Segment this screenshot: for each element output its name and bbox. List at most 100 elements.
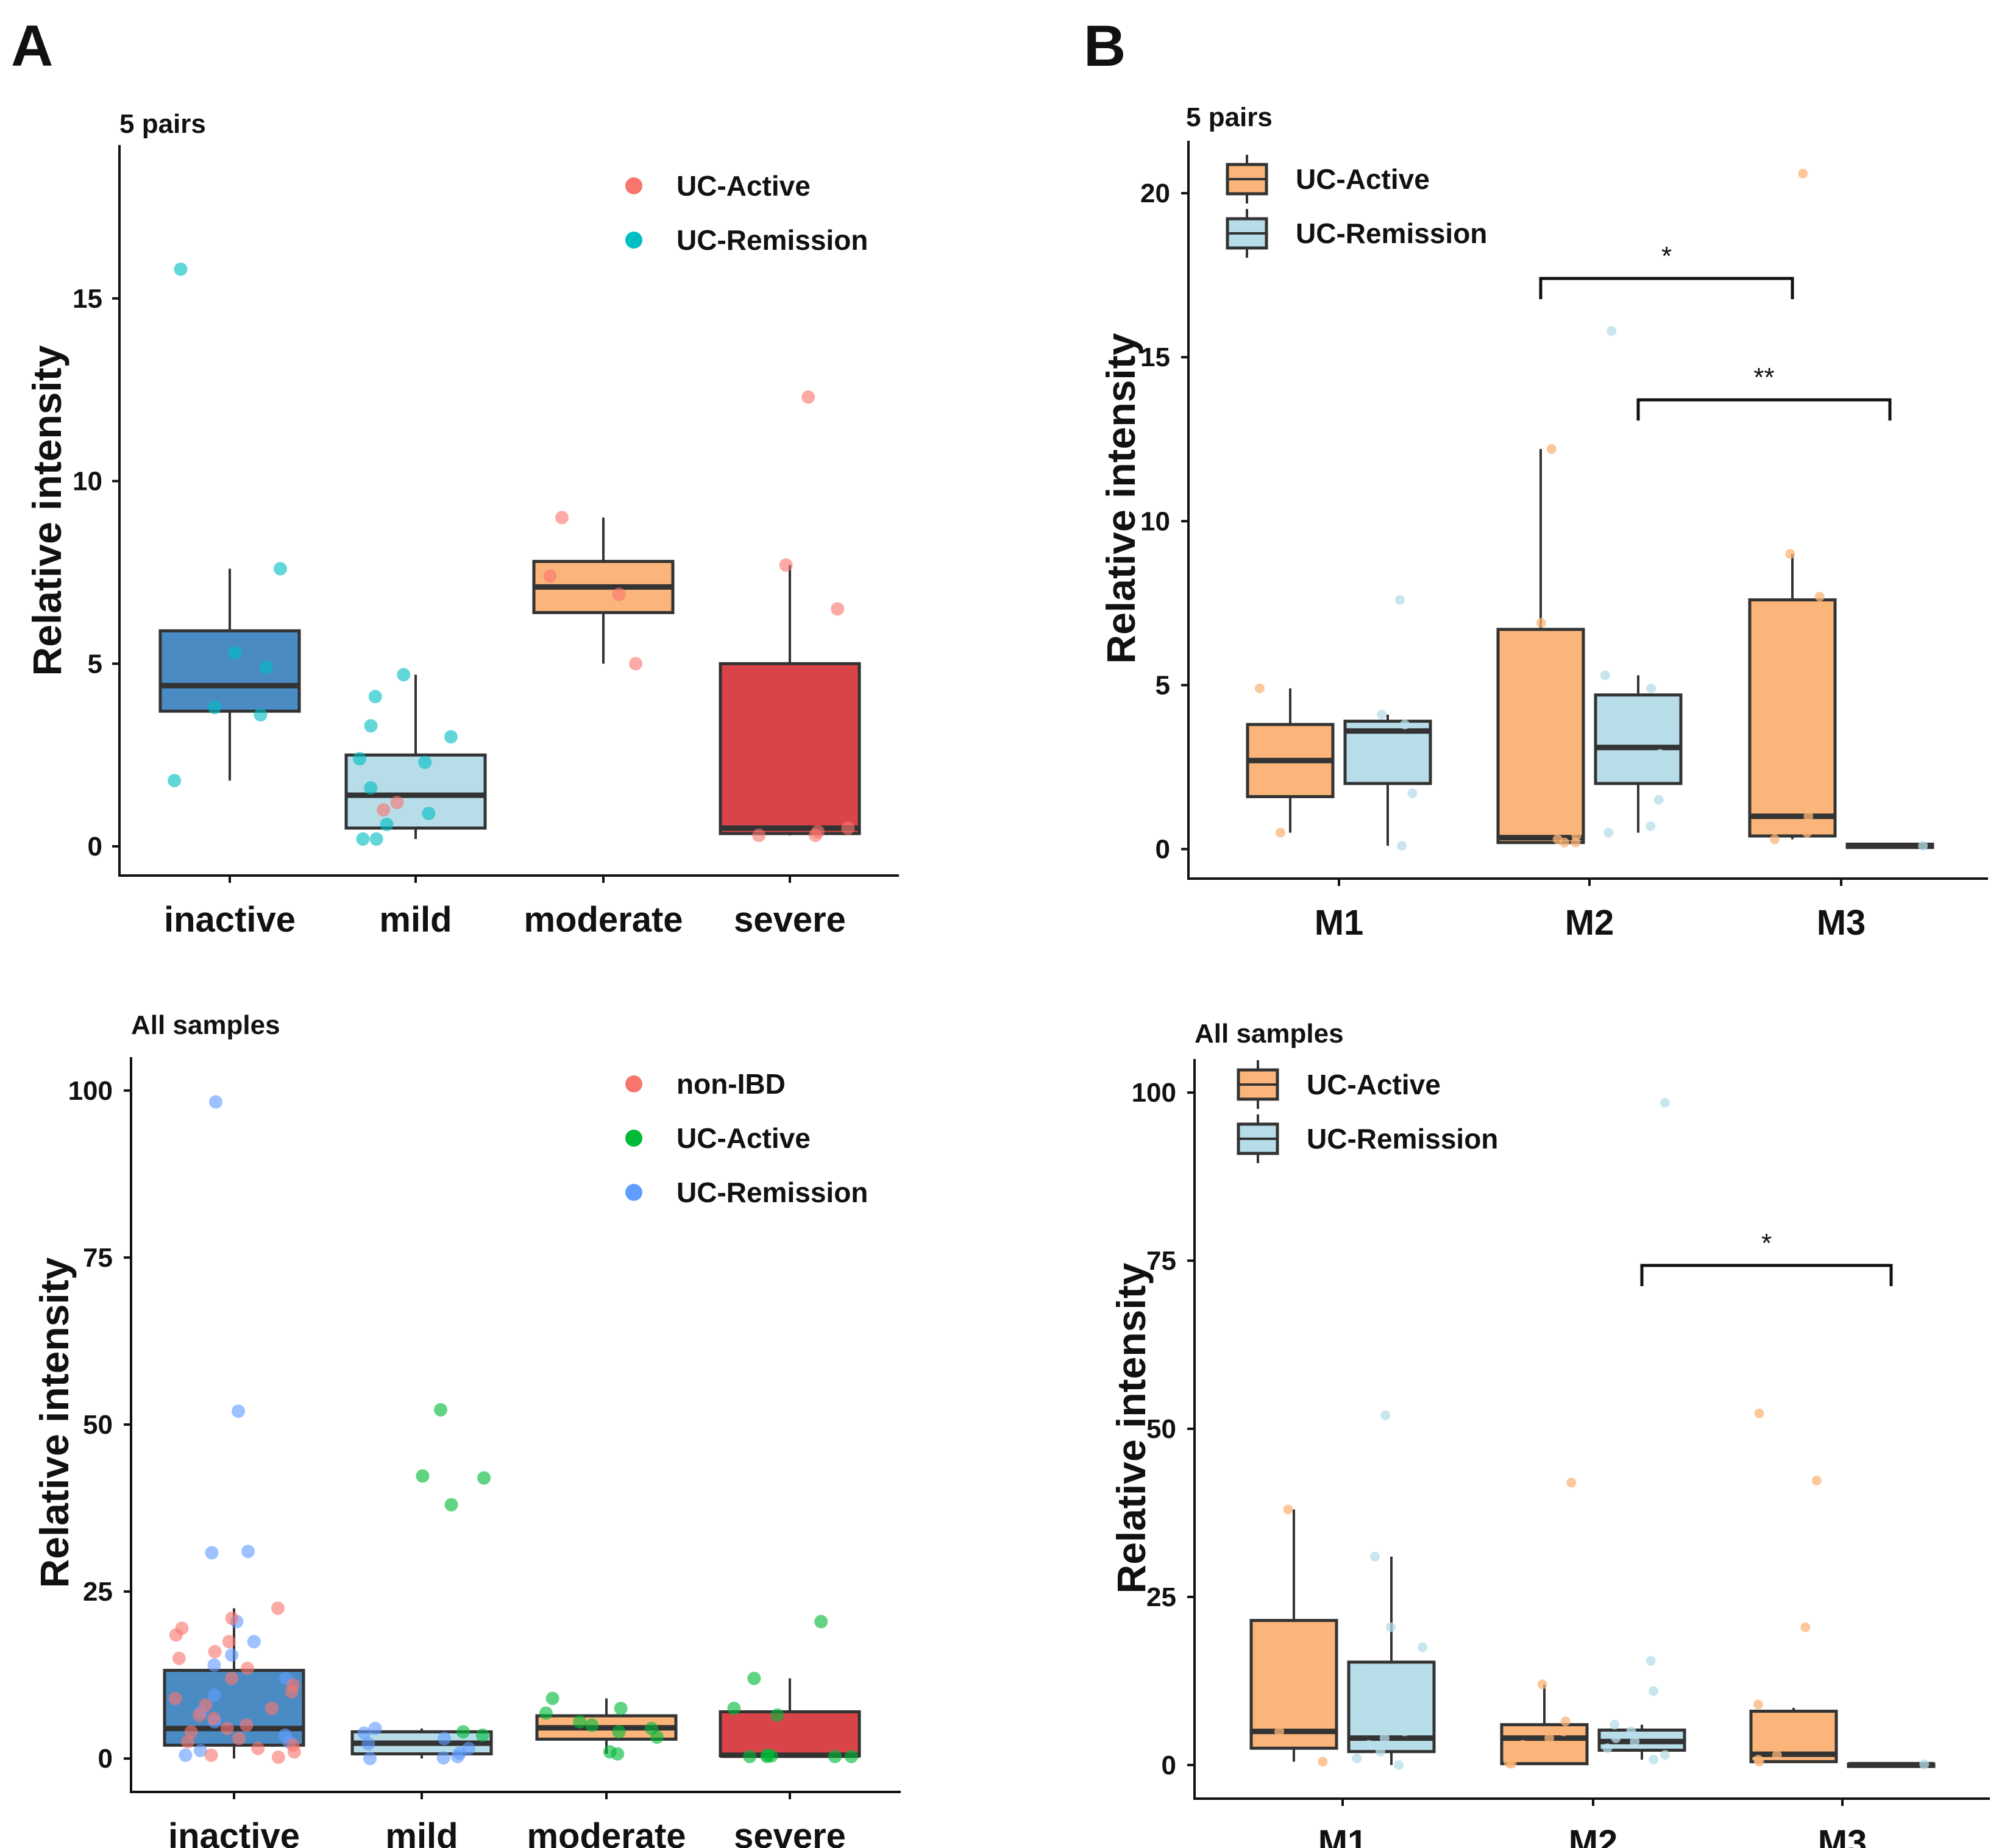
axis-lines (1193, 1059, 1990, 1800)
legend-label: UC-Active (676, 1122, 811, 1154)
significance-bracket: * (1640, 1228, 1893, 1286)
data-point (273, 562, 287, 576)
data-point (752, 829, 766, 843)
data-point (259, 660, 273, 674)
data-point (1646, 683, 1656, 693)
data-point (1397, 841, 1407, 851)
y-tick-label: 15 (73, 284, 102, 314)
legend: UC-Active UC-Remission (1237, 1060, 1498, 1163)
y-tick-label: 0 (1162, 1751, 1176, 1780)
data-point (1798, 168, 1808, 179)
data-point (1400, 720, 1410, 730)
data-point (220, 1721, 234, 1735)
data-point (477, 1471, 491, 1485)
data-point (380, 818, 394, 832)
y-tick-label: 0 (88, 832, 102, 862)
data-point (208, 701, 222, 715)
data-point (1386, 1622, 1396, 1632)
data-point (747, 1671, 761, 1685)
data-point (1754, 1408, 1764, 1418)
data-point (208, 1644, 222, 1659)
y-tick-label: 100 (68, 1076, 113, 1106)
data-point (179, 1748, 193, 1762)
box-moderate (532, 517, 675, 664)
legend-label: UC-Active (1307, 1069, 1441, 1100)
data-point (207, 1658, 221, 1672)
data-point (1558, 1726, 1569, 1736)
box-severe (719, 1678, 861, 1758)
data-point (369, 832, 383, 846)
significance-label: * (1761, 1228, 1772, 1258)
box-mild (344, 674, 487, 840)
data-point (1660, 729, 1671, 740)
data-point (181, 1735, 195, 1749)
panel-label-a: A (11, 13, 53, 79)
data-point (377, 803, 391, 817)
data-point (1507, 1758, 1517, 1769)
legend-key-dot (625, 232, 642, 249)
data-point (841, 821, 855, 835)
data-point (232, 1732, 246, 1746)
y-tick-label: 5 (1156, 670, 1170, 700)
data-point (444, 730, 458, 744)
data-point (612, 1725, 626, 1739)
x-tick-label: severe (734, 1816, 846, 1848)
legend-label: UC-Remission (676, 224, 868, 256)
data-point (1653, 795, 1664, 805)
y-tick-label: 0 (1156, 835, 1170, 865)
legend-key-dot (625, 1184, 642, 1201)
data-point (1649, 1754, 1659, 1765)
significance-label: ** (1753, 363, 1774, 392)
data-point (397, 668, 411, 682)
data-point (207, 1712, 221, 1726)
x-tick-label: mild (385, 1816, 458, 1848)
data-point (225, 1648, 239, 1662)
data-point (475, 1728, 489, 1742)
x-tick-label: M3 (1818, 1823, 1867, 1848)
data-point (450, 1749, 464, 1763)
data-point (1660, 1750, 1670, 1760)
data-point (364, 719, 378, 733)
legend-label: UC-Remission (1296, 218, 1487, 249)
y-tick-label: 25 (1146, 1582, 1176, 1612)
data-point (1407, 788, 1418, 799)
legend: non-IBD UC-Active UC-Remission (625, 1068, 868, 1208)
bracket-line (1636, 398, 1892, 421)
x-tick-label: mild (379, 900, 452, 940)
chart-B_bottom: All samples Relative intensity 0 25 50 75 100 M… (1109, 1019, 1990, 1848)
y-tick-label: 0 (98, 1744, 113, 1774)
data-point (1769, 834, 1780, 844)
data-point (285, 1685, 299, 1699)
data-point (808, 829, 822, 843)
data-point (1536, 618, 1546, 628)
data-point (1394, 595, 1405, 605)
data-point (1274, 1726, 1285, 1736)
y-tick-label: 5 (88, 649, 102, 679)
data-point (1537, 1679, 1547, 1690)
box-M2-UC-Active (1496, 448, 1585, 844)
data-point (174, 262, 188, 276)
data-point (241, 1662, 255, 1676)
data-point (1418, 1642, 1428, 1652)
chart-subtitle: 5 pairs (119, 109, 206, 139)
significance-bracket: ** (1636, 363, 1892, 421)
data-point (1546, 444, 1557, 454)
box-body (158, 629, 301, 713)
data-point (363, 1752, 377, 1766)
legend-label: UC-Active (676, 170, 811, 202)
data-point (356, 832, 370, 846)
chart-subtitle: 5 pairs (1186, 102, 1273, 132)
data-point (287, 1745, 301, 1759)
data-point (1780, 1740, 1790, 1750)
data-point (1753, 1699, 1763, 1710)
data-point (1646, 821, 1656, 831)
x-tick-label: severe (734, 900, 846, 940)
legend-label: non-IBD (676, 1068, 786, 1100)
data-point (573, 1715, 587, 1729)
data-point (612, 587, 626, 601)
data-point (1785, 549, 1795, 559)
data-point (1630, 1736, 1640, 1747)
chart-A_bottom: All samples Relative intensity 0 25 50 75 100 i… (32, 1010, 901, 1848)
data-point (1814, 592, 1825, 602)
data-point (433, 1403, 447, 1417)
